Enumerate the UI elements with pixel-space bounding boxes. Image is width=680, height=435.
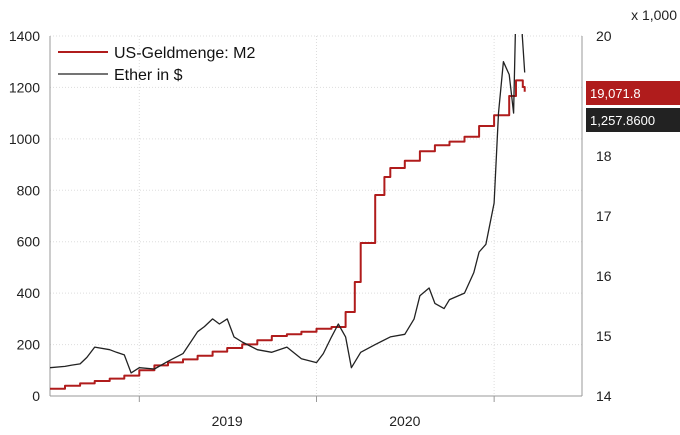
left-axis-tick-label: 800	[17, 182, 41, 198]
left-axis-tick-label: 200	[17, 337, 41, 353]
x-axis-tick-label: 2020	[389, 413, 420, 429]
right-axis-multiplier-label: x 1,000	[631, 7, 677, 23]
right-axis-tick-label: 18	[596, 148, 612, 164]
left-axis-tick-label: 400	[17, 285, 41, 301]
x-axis-ticks: 2019 2020	[212, 413, 421, 429]
left-axis-tick-label: 600	[17, 234, 41, 250]
series-line-m2	[50, 79, 526, 390]
left-axis-tick-label: 1000	[9, 131, 40, 147]
legend-label-m2: US-Geldmenge: M2	[114, 45, 255, 62]
last-value-label-m2: 19,071.8	[590, 86, 641, 101]
left-axis-tick-label: 1200	[9, 79, 40, 95]
x-axis-tick-label: 2019	[212, 413, 243, 429]
legend[interactable]: US-Geldmenge: M2 Ether in $	[58, 45, 255, 84]
series-layer	[50, 34, 526, 390]
right-axis-tick-label: 14	[596, 388, 612, 404]
right-axis-tick-label: 15	[596, 328, 612, 344]
series-line-ether	[50, 34, 526, 374]
grid	[50, 35, 582, 397]
right-axis-tick-label: 20	[596, 28, 612, 44]
last-value-label-ether: 1,257.8600	[590, 113, 655, 128]
axes	[49, 36, 583, 402]
left-axis-tick-label: 1400	[9, 28, 40, 44]
last-value-badges: 19,071.8 1,257.8600	[586, 81, 680, 132]
last-value-badge-m2	[586, 81, 680, 105]
left-axis-tick-label: 0	[32, 388, 40, 404]
last-value-badge-ether	[586, 108, 680, 132]
right-axis-tick-label: 16	[596, 268, 612, 284]
right-axis-tick-label: 17	[596, 208, 612, 224]
left-axis-ticks: 0 200 400 600 800 1000 1200 1400	[9, 28, 40, 404]
legend-label-ether: Ether in $	[114, 67, 183, 84]
